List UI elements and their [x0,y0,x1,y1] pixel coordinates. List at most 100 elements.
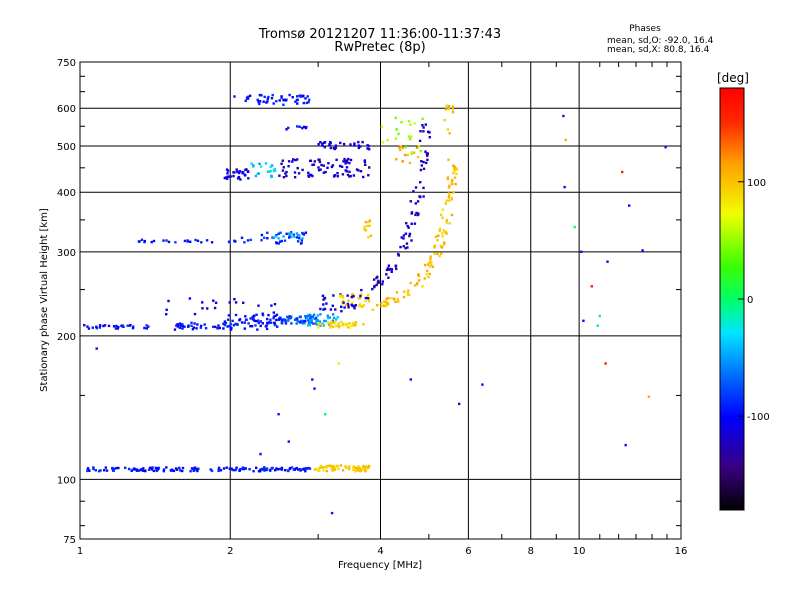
data-point [353,144,356,147]
data-point [332,466,335,469]
data-point [447,107,450,111]
data-point [336,464,339,468]
data-point [266,237,269,240]
data-point [447,158,450,161]
data-point [422,167,426,170]
data-point [346,322,349,326]
data-point [330,468,334,471]
data-point [361,467,365,471]
data-point [386,302,389,305]
data-point [285,170,288,174]
data-point [353,307,356,310]
data-point [192,467,195,470]
data-point [261,322,264,325]
data-point [431,265,434,268]
y-tick-label: 200 [57,332,76,343]
data-point [386,296,389,300]
data-point [301,231,304,235]
data-point [283,469,287,472]
data-point [229,175,232,178]
data-point [326,316,330,320]
data-point [448,222,451,225]
data-point [322,303,325,306]
data-point [223,323,227,327]
data-point [188,297,192,300]
data-point [209,468,212,471]
data-point [422,160,425,164]
data-point [228,324,231,328]
data-point [133,468,137,471]
data-point [205,239,209,242]
data-point [162,470,165,473]
data-point [213,306,217,310]
data-point [386,139,389,142]
data-point [272,236,275,239]
colorbar-tick-label: 0 [747,295,753,306]
data-point [257,172,260,175]
data-point [348,326,352,329]
data-point [259,165,263,168]
data-point [342,160,345,163]
data-point [266,170,270,173]
data-point [343,306,346,309]
data-point [243,241,246,244]
data-point [450,213,454,217]
data-point [335,318,338,321]
data-point [176,325,179,328]
data-point [380,302,383,305]
data-point [252,164,255,167]
data-point [337,322,340,326]
data-point [269,468,272,472]
y-tick-label: 75 [63,535,76,546]
data-point [308,98,311,101]
data-point [346,294,349,297]
data-point [442,243,446,246]
data-point [142,467,145,470]
data-point [270,175,274,178]
data-point [303,321,306,325]
data-point [421,117,424,120]
data-point [381,141,385,144]
data-point [296,158,299,161]
data-point [334,144,338,147]
data-point [434,235,438,238]
data-point [88,469,91,472]
data-point [427,130,430,133]
data-point [275,467,278,470]
data-point [353,142,356,145]
data-point [147,468,151,471]
data-point [223,320,227,323]
data-point [301,320,304,323]
data-point [396,298,399,301]
data-point [91,326,94,329]
data-point [162,239,165,242]
data-point [428,131,431,134]
data-point [226,318,230,321]
data-point [400,121,403,124]
data-point [455,167,458,170]
data-point [265,467,268,471]
data-point [243,321,246,324]
data-point [235,168,238,171]
data-point [200,241,203,244]
data-point [307,313,310,317]
data-point [451,178,454,182]
data-point [217,324,220,327]
data-point [440,252,443,255]
data-point [278,467,282,471]
data-point [387,276,390,279]
data-point [316,314,320,317]
data-point [309,173,313,177]
data-point [165,308,168,311]
data-point [282,166,285,169]
data-point [151,466,154,469]
data-point [196,239,200,242]
data-point [233,171,236,174]
data-point [235,466,238,469]
data-point [254,174,258,178]
data-point [400,236,403,239]
data-point [426,269,429,273]
data-point [419,130,422,133]
data-point [397,132,400,136]
data-point [664,146,667,149]
